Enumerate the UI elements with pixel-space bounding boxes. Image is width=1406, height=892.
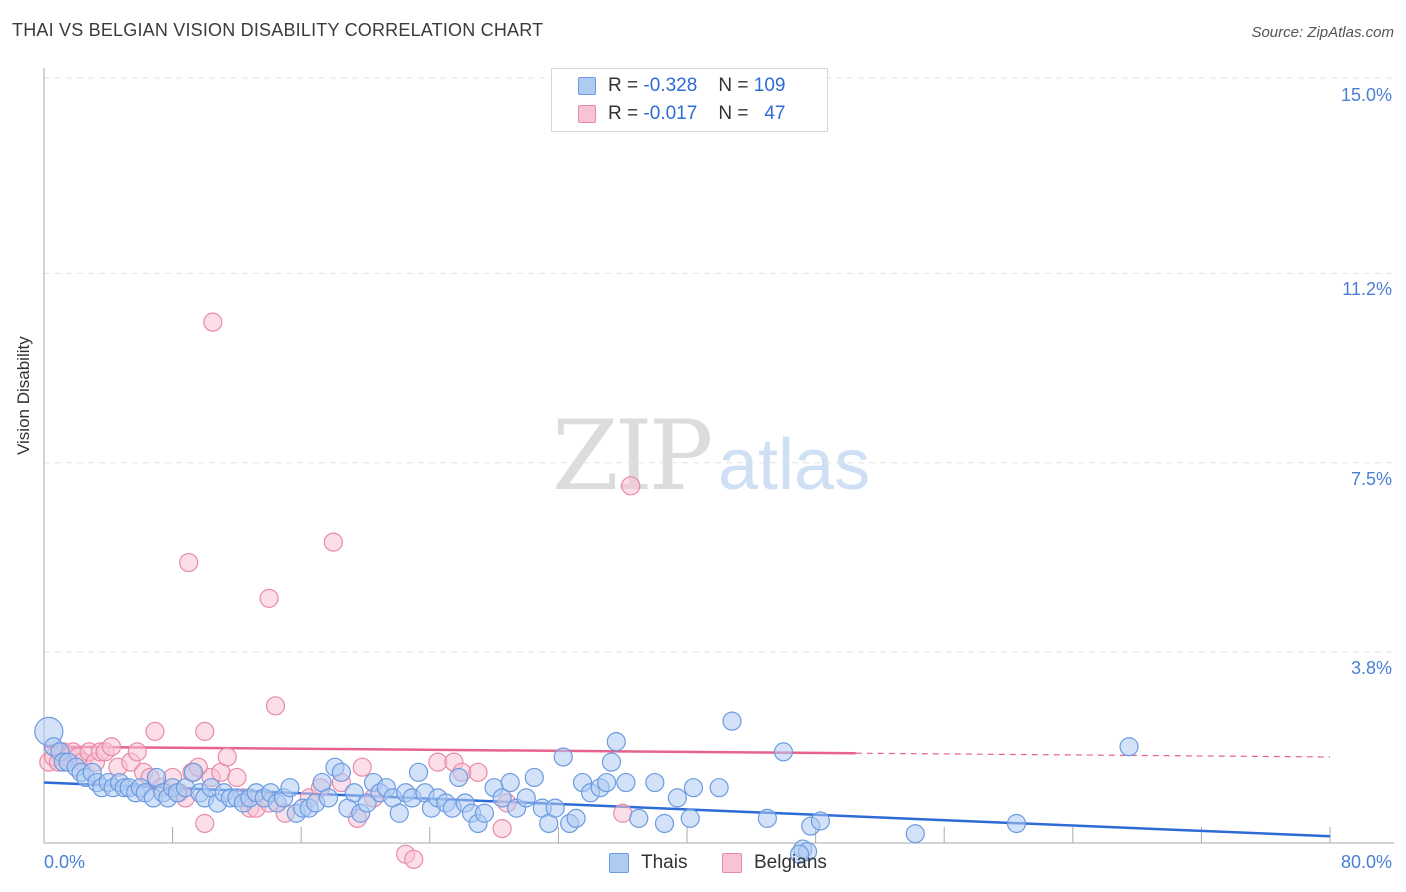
y-tick-label: 15.0% (1340, 85, 1392, 105)
belgians-trend-extension (855, 752, 1331, 758)
thais-point (722, 711, 742, 731)
thais-point (524, 767, 544, 788)
belgians-point (428, 752, 448, 772)
thais-point (500, 772, 520, 793)
belgians-point (352, 757, 372, 777)
thais-point (449, 767, 469, 788)
thais-point (492, 788, 512, 808)
legend-row-thais: R = -0.328 N = 109 (578, 75, 785, 97)
legend-row-belgians: R = -0.017 N = 47 (578, 103, 785, 125)
belgians-point (259, 588, 279, 608)
belgians-point (127, 742, 147, 762)
thais-point (1006, 813, 1027, 834)
thais-point (183, 762, 204, 782)
thais-point (667, 788, 687, 808)
belgians-point (217, 747, 237, 767)
thais-point (408, 762, 429, 782)
watermark-atlas: atlas (718, 425, 871, 505)
thais-point (1119, 737, 1139, 757)
chart-title: THAI VS BELGIAN VISION DISABILITY CORREL… (12, 20, 544, 40)
thais-point (606, 732, 626, 752)
x-tick-max: 80.0% (1340, 852, 1392, 872)
thais-point (709, 778, 729, 798)
belgians-point (101, 737, 122, 757)
belgians-point (468, 762, 488, 782)
thais-point (597, 772, 617, 793)
thais-point (566, 808, 586, 828)
thais-point (616, 772, 636, 793)
thais-point (280, 778, 300, 798)
thais-point (757, 808, 777, 828)
stats-legend: R = -0.328 N = 109 R = -0.017 N = 47 (551, 68, 828, 132)
thais-point (645, 772, 665, 793)
thais-point (545, 798, 565, 818)
thais-point (474, 803, 495, 823)
legend-n-label: N = (718, 103, 749, 124)
thais-point (516, 788, 536, 808)
y-tick-label: 3.8% (1350, 658, 1392, 678)
legend-r-label: R = (608, 103, 639, 124)
legend-r-value: -0.017 (643, 103, 698, 124)
belgians-point (179, 552, 199, 573)
thais-point (601, 752, 622, 772)
legend-r-value: -0.328 (643, 75, 698, 96)
belgians-legend-icon (722, 853, 742, 873)
belgians-point (195, 813, 215, 834)
thais-point (773, 742, 794, 762)
thais-point (553, 747, 573, 767)
thais-point (654, 813, 675, 834)
belgians-point (492, 818, 512, 839)
thais-swatch-icon (578, 77, 596, 95)
source-label: Source: ZipAtlas.com (1251, 24, 1394, 41)
belgians-point (145, 721, 165, 741)
thais-legend-icon (609, 853, 629, 873)
legend-n-label: N = (718, 75, 749, 96)
grid-layer (44, 77, 1394, 653)
thais-point (789, 844, 810, 864)
thais-point (680, 808, 700, 828)
thais-point (629, 808, 649, 828)
y-tick-label: 11.2% (1342, 279, 1392, 300)
belgians-point (203, 312, 223, 332)
thais-point (389, 803, 409, 823)
y-axis-label: Vision Disability (14, 336, 33, 455)
series-legend: Thais Belgians (0, 852, 1406, 876)
belgians-point (195, 721, 215, 741)
thais-point (905, 824, 925, 844)
y-tick-label: 7.5% (1350, 468, 1392, 489)
legend-n-value: 47 (764, 103, 786, 124)
belgians-point (323, 532, 343, 552)
legend-n-value: 109 (753, 75, 786, 96)
belgians-point (265, 696, 286, 716)
thais-point (344, 783, 364, 803)
points-layer (34, 312, 1139, 869)
legend-thais-label: Thais (641, 852, 688, 873)
thais-point (318, 788, 339, 808)
thais-point (331, 762, 351, 782)
belgians-swatch-icon (578, 105, 596, 123)
belgians-point (227, 767, 247, 788)
x-tick-min: 0.0% (44, 852, 86, 872)
legend-belgians-label: Belgians (754, 852, 827, 873)
belgians-point (613, 803, 633, 823)
belgians-point (621, 476, 641, 496)
thais-point (810, 811, 831, 831)
thais-point (683, 778, 704, 798)
legend-item-thais[interactable]: Thais (609, 852, 687, 874)
axes-layer (43, 68, 1394, 844)
belgians-point (404, 849, 424, 869)
thais-point (357, 793, 377, 813)
belgians-trend-line (43, 745, 856, 755)
legend-item-belgians[interactable]: Belgians (722, 852, 827, 874)
legend-r-label: R = (608, 75, 639, 96)
